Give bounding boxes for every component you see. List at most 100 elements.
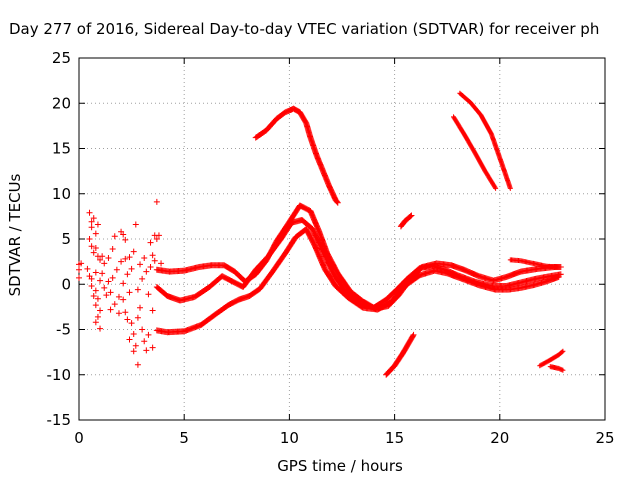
y-tick-label: -5 — [56, 321, 71, 339]
scatter-point — [88, 218, 95, 225]
scatter-point — [139, 326, 146, 333]
scatter-point — [97, 325, 104, 332]
scatter-point — [88, 283, 95, 290]
scatter-point — [92, 302, 99, 309]
scatter-point — [88, 275, 95, 282]
scatter-point — [122, 236, 129, 243]
scatter-point — [113, 266, 120, 273]
scatter-point — [101, 260, 108, 267]
scatter-point — [99, 253, 106, 260]
scatter-point — [128, 265, 135, 272]
scatter-point — [120, 296, 127, 303]
scatter-point — [149, 307, 156, 314]
axis-ticks — [78, 57, 606, 421]
scatter-point — [76, 274, 82, 281]
scatter-point — [141, 338, 148, 345]
series-point — [556, 264, 562, 270]
y-tick-label: -10 — [47, 366, 72, 384]
x-tick-label: 10 — [280, 429, 299, 447]
x-tick-label: 25 — [595, 429, 614, 447]
scatter-point — [101, 284, 108, 291]
scatter-point — [145, 291, 152, 298]
scatter-point — [153, 236, 160, 242]
scatter-point — [132, 342, 139, 349]
scatter-point — [153, 198, 160, 205]
scatter-point — [124, 271, 131, 278]
series-point — [334, 198, 341, 205]
scatter-point — [141, 255, 148, 262]
scatter-point — [84, 265, 91, 272]
scatter-point — [76, 266, 82, 273]
scatter-point — [86, 209, 93, 216]
series-point — [559, 349, 565, 355]
y-tick-label: 25 — [52, 49, 71, 67]
scatter-point — [105, 255, 112, 262]
data-points — [76, 90, 566, 378]
scatter-point — [130, 348, 137, 355]
scatter-point — [122, 255, 129, 262]
x-axis-label: GPS time / hours — [277, 457, 403, 475]
x-tick-label: 20 — [490, 429, 509, 447]
scatter-point — [134, 361, 141, 368]
scatter-point — [90, 249, 97, 256]
scatter-point — [94, 313, 101, 320]
scatter-point — [97, 307, 104, 314]
scatter-point — [94, 295, 101, 302]
series-point — [507, 185, 513, 191]
scatter-point — [126, 254, 133, 261]
x-tick-label: 0 — [74, 429, 84, 447]
scatter-point — [92, 245, 99, 252]
scatter-point — [124, 316, 131, 323]
scatter-point — [97, 277, 104, 284]
series-point — [334, 199, 341, 206]
scatter-point — [78, 260, 85, 267]
scatter-point — [111, 233, 118, 240]
scatter-point — [132, 221, 139, 228]
scatter-point — [130, 331, 137, 338]
y-tick-label: 5 — [61, 230, 71, 248]
scatter-point — [118, 228, 125, 235]
scatter-point — [86, 236, 93, 242]
scatter-point — [92, 319, 99, 326]
scatter-point — [88, 224, 95, 231]
scatter-point — [120, 280, 127, 287]
scatter-point — [92, 287, 99, 294]
scatter-point — [134, 286, 141, 293]
series-point — [408, 212, 415, 219]
scatter-point — [149, 252, 156, 259]
scatter-point — [134, 314, 141, 321]
scatter-point — [90, 293, 97, 300]
x-tick-label: 5 — [179, 429, 189, 447]
scatter-point — [109, 245, 116, 252]
scatter-point — [107, 306, 114, 313]
series-point — [492, 184, 498, 190]
scatter-point — [143, 268, 150, 275]
scatter-point — [118, 258, 125, 265]
scatter-point — [88, 243, 95, 250]
series-point — [407, 213, 414, 220]
y-axis-label: SDTVAR / TECUs — [6, 173, 24, 296]
scatter-point — [143, 347, 150, 354]
y-tick-label: 20 — [52, 94, 71, 112]
scatter-point — [149, 344, 156, 351]
scatter-point — [111, 301, 118, 308]
scatter-point — [105, 278, 112, 285]
scatter-point — [139, 275, 146, 282]
scatter-point — [155, 232, 162, 239]
scatter-point — [92, 230, 99, 237]
series-point — [560, 367, 566, 373]
scatter-point — [115, 310, 122, 317]
grid — [79, 58, 605, 420]
scatter-point — [107, 289, 114, 296]
x-tick-label: 15 — [385, 429, 404, 447]
y-tick-label: 10 — [52, 185, 71, 203]
scatter-point — [126, 336, 133, 343]
scatter-point — [99, 270, 106, 277]
chart-title: Day 277 of 2016, Sidereal Day-to-day VTE… — [9, 20, 599, 38]
tick-labels: 0 5 10 15 20 25 -15 -10 -5 0 5 10 15 20 25 — [47, 49, 615, 447]
scatter-point — [115, 293, 122, 300]
series-point — [557, 271, 564, 278]
scatter-point — [147, 239, 154, 246]
scatter-point — [147, 264, 154, 271]
y-tick-label: -15 — [47, 411, 72, 429]
